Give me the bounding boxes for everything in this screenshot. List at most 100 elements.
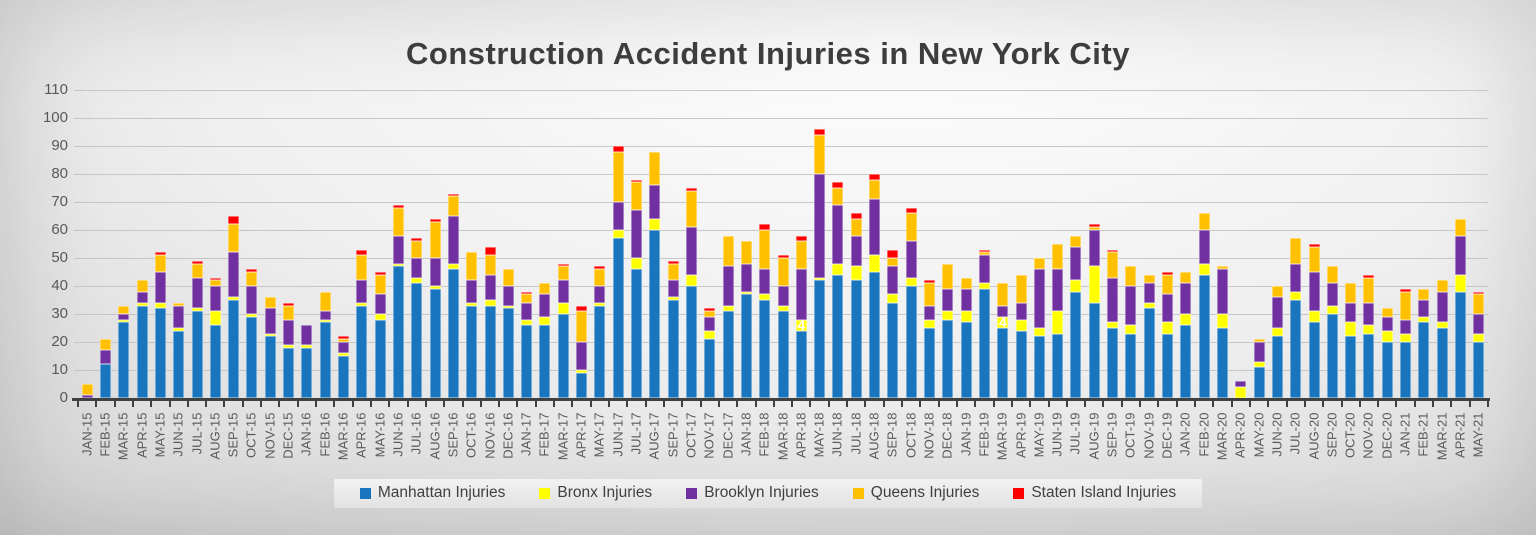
bar-segment-staten-island-injuries: [887, 249, 899, 258]
bar-segment-staten-island-injuries: [356, 249, 368, 256]
bar-segment-bronx-injuries: [392, 263, 404, 267]
axis-tick: [644, 401, 647, 407]
bar-apr-17: [576, 305, 588, 398]
x-axis-label-feb-20: FEB-20: [1196, 412, 1212, 457]
bar-segment-bronx-injuries: [447, 263, 459, 270]
bar-segment-staten-island-injuries: [154, 252, 166, 256]
bar-segment-brooklyn-injuries: [466, 280, 478, 303]
bar-segment-manhattan-injuries: [1290, 299, 1302, 398]
y-axis-label: 40: [51, 277, 68, 294]
axis-tick: [827, 401, 830, 407]
axis-tick: [1450, 401, 1453, 407]
bar-segment-bronx-injuries: [667, 297, 679, 300]
bar-nov-19: [1143, 274, 1155, 398]
bar-segment-brooklyn-injuries: [1290, 263, 1302, 292]
x-axis-label-jul-15: JUL-15: [189, 412, 205, 455]
axis-tick: [1285, 401, 1288, 407]
bar-segment-bronx-injuries: [118, 319, 130, 323]
axis-tick: [809, 401, 812, 407]
bar-nov-16: [484, 246, 496, 398]
bar-segment-bronx-injuries: [1253, 361, 1265, 368]
bar-mar-21: [1436, 280, 1448, 398]
axis-tick: [1102, 401, 1105, 407]
bar-segment-bronx-injuries: [887, 294, 899, 303]
bar-segment-brooklyn-injuries: [1271, 297, 1283, 328]
bar-mar-20: [1216, 266, 1228, 398]
x-axis-label-sep-19: SEP-19: [1104, 412, 1120, 458]
axis-tick: [1432, 401, 1435, 407]
bar-segment-manhattan-injuries: [997, 327, 1009, 398]
x-axis-label-jun-20: JUN-20: [1269, 412, 1285, 457]
bar-segment-staten-island-injuries: [1473, 291, 1485, 295]
bar-segment-manhattan-injuries: [1107, 327, 1119, 398]
bar-segment-queens-injuries: [1088, 227, 1100, 230]
bar-segment-queens-injuries: [319, 291, 331, 312]
bar-segment-queens-injuries: [576, 311, 588, 342]
bar-segment-brooklyn-injuries: [1418, 299, 1430, 317]
bar-jul-16: [411, 238, 423, 398]
axis-tick: [937, 401, 940, 407]
bar-segment-bronx-injuries: [521, 319, 533, 326]
bar-nov-20: [1363, 274, 1375, 398]
gridline: [74, 230, 1488, 231]
axis-tick: [846, 401, 849, 407]
bar-segment-bronx-injuries: [869, 255, 881, 272]
bar-segment-staten-island-injuries: [1162, 272, 1174, 275]
bar-segment-manhattan-injuries: [209, 325, 221, 398]
bar-segment-queens-injuries: [118, 305, 130, 314]
bar-segment-staten-island-injuries: [209, 277, 221, 281]
bar-segment-manhattan-injuries: [154, 308, 166, 398]
bar-segment-queens-injuries: [1418, 288, 1430, 300]
bar-segment-bronx-injuries: [301, 344, 313, 348]
bar-segment-brooklyn-injuries: [301, 325, 313, 345]
bar-segment-bronx-injuries: [978, 283, 990, 289]
bar-segment-queens-injuries: [1363, 277, 1375, 303]
x-axis-label-may-17: MAY-17: [591, 412, 607, 458]
gridline: [74, 146, 1488, 147]
axis-tick: [1047, 401, 1050, 407]
axis-tick: [1175, 401, 1178, 407]
bar-segment-queens-injuries: [1033, 258, 1045, 270]
bar-dec-17: [722, 235, 734, 398]
axis-tick: [241, 401, 244, 407]
bar-segment-manhattan-injuries: [1180, 325, 1192, 398]
bar-segment-manhattan-injuries: [136, 305, 148, 398]
bar-segment-queens-injuries: [1070, 235, 1082, 247]
bar-segment-bronx-injuries: [1381, 330, 1393, 342]
bar-segment-manhattan-injuries: [118, 322, 130, 398]
bar-segment-bronx-injuries: [1436, 322, 1448, 328]
bar-segment-bronx-injuries: [1198, 263, 1210, 275]
bar-segment-brooklyn-injuries: [81, 395, 93, 398]
axis-tick: [699, 401, 702, 407]
x-axis-label-apr-16: APR-16: [353, 412, 369, 459]
bar-segment-queens-injuries: [923, 283, 935, 306]
bar-segment-queens-injuries: [942, 263, 954, 289]
bar-segment-manhattan-injuries: [795, 330, 807, 398]
bar-segment-brooklyn-injuries: [942, 288, 954, 312]
bar-segment-bronx-injuries: 4: [997, 315, 1009, 329]
bar-segment-brooklyn-injuries: [1162, 294, 1174, 323]
bar-segment-bronx-injuries: [1345, 322, 1357, 337]
bar-segment-queens-injuries: [960, 277, 972, 289]
axis-tick: [553, 401, 556, 407]
bar-segment-queens-injuries: [429, 221, 441, 258]
axis-tick: [77, 401, 79, 407]
bar-segment-manhattan-injuries: [466, 305, 478, 398]
bar-segment-brooklyn-injuries: [356, 280, 368, 303]
bar-segment-manhattan-injuries: [869, 271, 881, 398]
bar-segment-manhattan-injuries: [521, 325, 533, 398]
axis-tick: [1303, 401, 1306, 407]
x-axis-label-dec-16: DEC-16: [500, 412, 516, 459]
bar-segment-queens-injuries: [667, 263, 679, 281]
bar-feb-15: [99, 339, 111, 398]
bar-segment-manhattan-injuries: [1400, 341, 1412, 398]
bar-jan-16: [301, 325, 313, 398]
bar-segment-bronx-injuries: [1052, 311, 1064, 334]
bar-segment-manhattan-injuries: [887, 302, 899, 398]
y-axis-label: 30: [51, 305, 68, 322]
x-axis-line: [72, 398, 1490, 401]
bar-segment-staten-island-injuries: [869, 174, 881, 180]
bar-segment-brooklyn-injuries: [1473, 313, 1485, 334]
bar-segment-staten-island-injuries: [283, 302, 295, 306]
bar-feb-17: [539, 283, 551, 398]
